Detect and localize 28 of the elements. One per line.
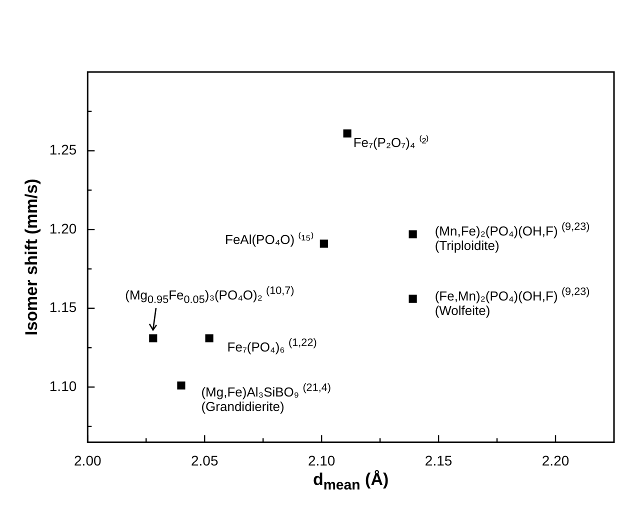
y-tick-label: 1.25	[49, 142, 77, 158]
annotation: (Fe,Mn)₂(PO₄)(OH,F) $^{(9,23)}$	[434, 284, 590, 304]
annotation: (Triploidite)	[434, 238, 500, 254]
point	[177, 381, 186, 390]
y-tick-label: 1.10	[49, 378, 77, 394]
annotation: (Mn,Fe)₂(PO₄)(OH,F) $^{(9,23)}$	[434, 220, 590, 239]
y-tick-label: 1.15	[49, 299, 77, 316]
annotation: (Wolfeite)	[434, 302, 490, 318]
x-tick-label: 2.10	[308, 452, 336, 468]
point	[408, 230, 417, 238]
annotation: (Grandidierite)	[201, 399, 284, 414]
annotation: Fe₇(PO₄)₆ $^{(1,22)}$	[227, 336, 317, 355]
y-axis-title: Isomer shift (mm/s)	[22, 178, 41, 336]
point	[408, 294, 417, 303]
x-tick-label: 2.20	[542, 452, 570, 468]
annotation: (Mg$_{0.95}$Fe$_{0.05}$)₃(PO₄O)₂ $^{(10,7)}$	[125, 284, 294, 308]
annotation: FeAl(PO₄O) ⁽¹⁵⁾	[225, 232, 314, 247]
annotation: (Mg,Fe)Al₃SiBO₉ $^{(21,4)}$	[201, 381, 331, 400]
point	[320, 240, 328, 248]
x-tick-label: 2.00	[74, 452, 102, 468]
point	[343, 129, 352, 138]
y-tick-label: 1.20	[49, 220, 77, 236]
point	[205, 334, 214, 342]
point	[149, 334, 158, 342]
annotation: Fe₇(P₂O₇)₄ ⁽²⁾	[353, 135, 430, 150]
x-axis-title: d$_{mean}$ (Å)	[312, 470, 390, 496]
x-tick-label: 2.15	[424, 452, 452, 468]
x-tick-label: 2.05	[190, 452, 218, 468]
